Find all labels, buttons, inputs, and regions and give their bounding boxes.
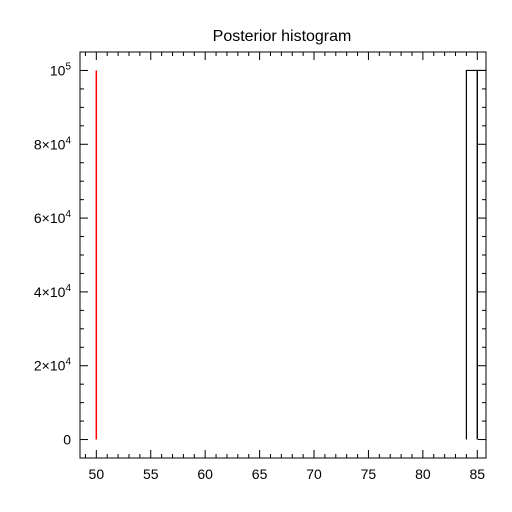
plot-frame [79,51,487,459]
y-tick-label: 8×104 [34,135,72,152]
y-tick-label: 2×104 [34,357,72,374]
x-tick-label: 80 [415,466,431,482]
x-tick-label: 55 [143,466,159,482]
y-tick-label: 105 [50,61,72,78]
x-tick-label: 70 [306,466,322,482]
x-tick-label: 85 [470,466,486,482]
plot-area [95,69,486,440]
y-tick-label: 0 [63,432,71,448]
y-tick-label: 4×104 [34,283,72,300]
x-axis-ticks: 50 55 60 65 70 75 80 85 [84,52,486,482]
x-tick-label: 65 [252,466,268,482]
y-axis-ticks: 0 2×104 4×104 6×104 8×104 105 [34,51,486,448]
x-tick-label: 75 [361,466,377,482]
x-tick-label: 60 [197,466,213,482]
x-tick-label: 50 [89,466,105,482]
axes [79,51,487,459]
chart-title: Posterior histogram [213,28,352,45]
histogram-bar-0 [465,69,478,440]
y-tick-label: 6×104 [34,209,72,226]
